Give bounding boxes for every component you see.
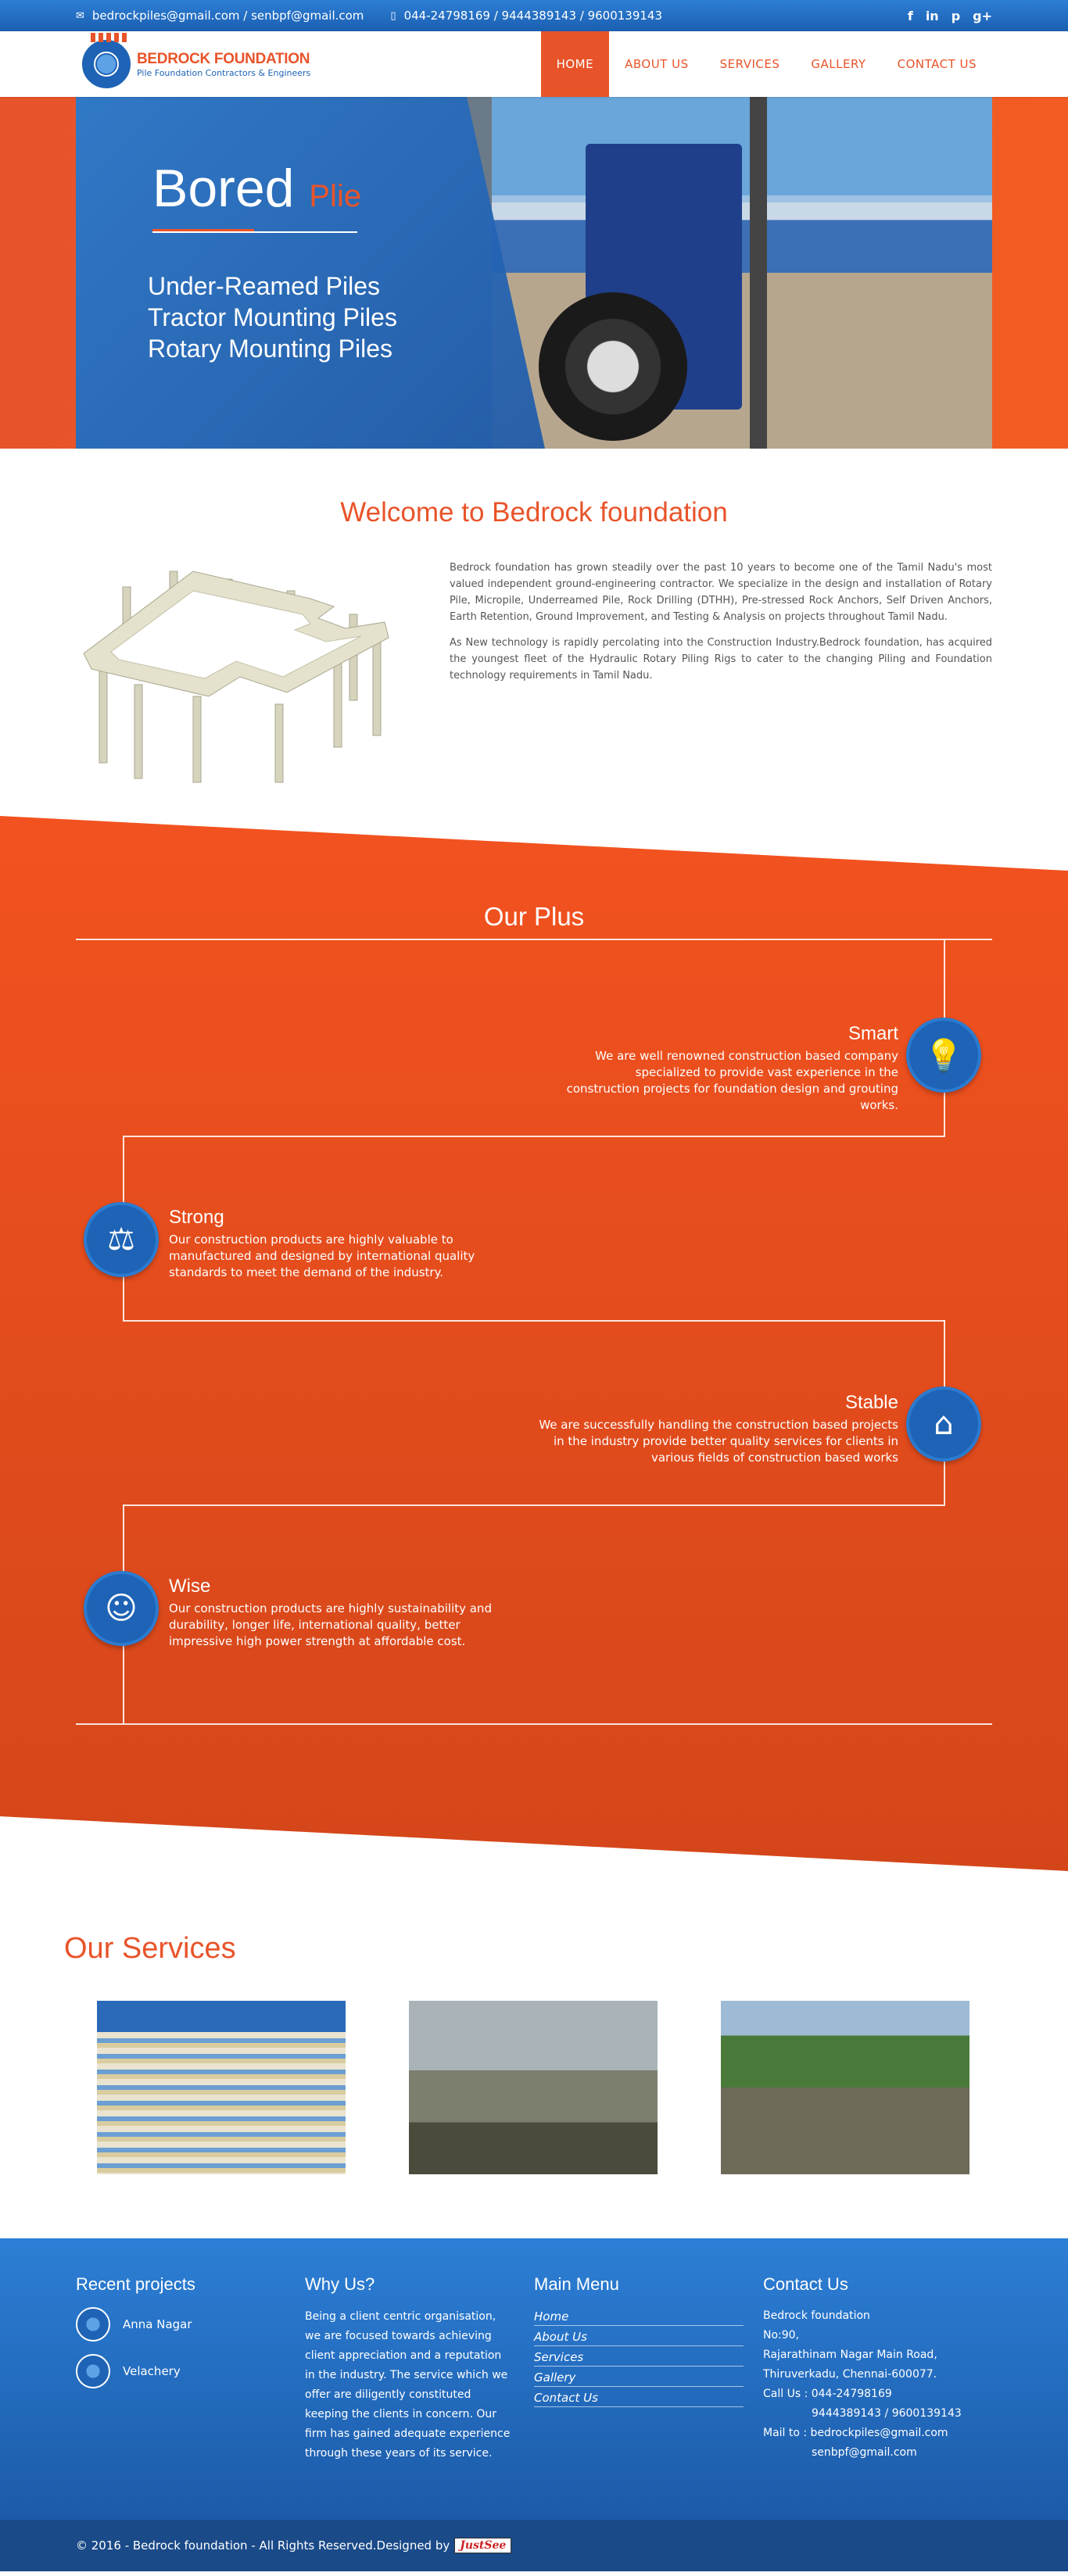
contact-phone: 9444389143 / 9600139143: [812, 2407, 962, 2420]
recent-project-label: Anna Nagar: [123, 2317, 192, 2331]
feature-stable: Stable We are successfully handling the …: [531, 1392, 898, 1466]
welcome-text: Bedrock foundation has grown steadily ov…: [450, 560, 992, 794]
topbar-email[interactable]: ✉ bedrockpiles@gmail.com / senbpf@gmail.…: [76, 9, 364, 23]
envelope-icon: ✉: [76, 9, 84, 22]
main-nav: HOME ABOUT US SERVICES GALLERY CONTACT U…: [540, 31, 992, 97]
feature-title: Strong: [169, 1207, 224, 1228]
site-footer: Recent projects Anna Nagar Velachery Why…: [0, 2238, 1068, 2520]
hero-rig-photo: [492, 97, 992, 449]
contact-email[interactable]: Mail to : bedrockpiles@gmail.com: [763, 2427, 948, 2439]
hero-underline: [152, 229, 357, 233]
topbar-phone-text: 044-24798169 / 9444389143 / 9600139143: [403, 9, 663, 23]
hero-line: Rotary Mounting Piles: [148, 335, 393, 363]
why-us: Why Us? Being a client centric organisat…: [305, 2274, 534, 2463]
services-title: Our Services: [64, 1932, 236, 1965]
footer-link-contact-us[interactable]: Contact Us: [534, 2388, 744, 2407]
hero-title: Bored Plie: [152, 159, 362, 218]
topbar-phone: ▯ 044-24798169 / 9444389143 / 9600139143: [390, 9, 662, 23]
service-image-rotary-rig[interactable]: [721, 2001, 969, 2174]
copyright-bar: © 2016 - Bedrock foundation - All Rights…: [0, 2520, 1068, 2571]
recent-project-item[interactable]: Anna Nagar: [76, 2307, 305, 2342]
feature-strong: Strong Our construction products are hig…: [169, 1207, 482, 1281]
service-image-tripod-rigs[interactable]: [409, 2001, 658, 2174]
nav-about-us[interactable]: ABOUT US: [625, 57, 689, 71]
welcome-title: Welcome to Bedrock foundation: [340, 497, 728, 528]
contact-email[interactable]: senbpf@gmail.com: [812, 2446, 917, 2459]
contact-address: No:90,: [763, 2329, 800, 2342]
contact-phone: Call Us : 044-24798169: [763, 2388, 892, 2400]
feature-smart: Smart We are well renowned construction …: [562, 1023, 898, 1114]
feature-text: Our construction products are highly sus…: [169, 1601, 492, 1648]
feature-text: We are well renowned construction based …: [566, 1049, 898, 1112]
foundation-model-image: [76, 560, 404, 794]
our-plus-section: Our Plus 💡 Smart We are well renowned co…: [0, 816, 1068, 1871]
contact-name: Bedrock foundation: [763, 2309, 870, 2322]
site-header: BEDROCK FOUNDATION Pile Foundation Contr…: [0, 31, 1068, 97]
feature-title: Stable: [844, 1392, 898, 1413]
logo-name: BEDROCK FOUNDATION: [137, 50, 310, 67]
footer-contact: Contact Us Bedrock foundation No:90, Raj…: [763, 2274, 992, 2463]
our-plus-title: Our Plus: [483, 902, 585, 931]
project-logo-icon: [76, 2354, 110, 2388]
nav-gallery[interactable]: GALLERY: [811, 57, 866, 71]
hero-line: Under-Reamed Piles: [148, 272, 381, 300]
feature-text: We are successfully handling the constru…: [539, 1418, 898, 1465]
hero-line: Tractor Mounting Piles: [148, 303, 397, 331]
hero-slide: Bored Plie Under-Reamed Piles Tractor Mo…: [76, 97, 992, 449]
why-us-text: Being a client centric organisation, we …: [305, 2310, 511, 2460]
head-idea-icon: ☺: [84, 1571, 159, 1646]
welcome-section: Welcome to Bedrock foundation: [0, 449, 1068, 816]
nav-services[interactable]: SERVICES: [719, 57, 780, 71]
hero-banner: Bored Plie Under-Reamed Piles Tractor Mo…: [0, 97, 1068, 449]
weight-icon: ⚖: [84, 1202, 159, 1277]
feature-text: Our construction products are highly val…: [169, 1233, 475, 1279]
hero-lines: Under-Reamed Piles Tractor Mounting Pile…: [148, 270, 397, 364]
service-image-sandbags[interactable]: [97, 2001, 346, 2174]
main-menu-title: Main Menu: [534, 2274, 619, 2294]
pinterest-icon[interactable]: p: [951, 8, 961, 23]
logo-wheel-icon: [82, 33, 131, 88]
topbar-email-text: bedrockpiles@gmail.com / senbpf@gmail.co…: [91, 9, 364, 23]
welcome-paragraph: Bedrock foundation has grown steadily ov…: [450, 562, 992, 623]
house-icon: ⌂: [906, 1386, 981, 1462]
footer-menu: Main Menu Home About Us Services Gallery…: [534, 2274, 763, 2463]
logo[interactable]: BEDROCK FOUNDATION Pile Foundation Contr…: [82, 33, 311, 88]
facebook-icon[interactable]: f: [907, 8, 913, 23]
footer-link-services[interactable]: Services: [534, 2348, 744, 2367]
logo-tagline: Pile Foundation Contractors & Engineers: [137, 67, 311, 78]
hero-blue-overlay: [76, 97, 545, 449]
contact-address: Thiruverkadu, Chennai-600077.: [763, 2368, 937, 2381]
nav-contact-us[interactable]: CONTACT US: [897, 57, 977, 71]
linkedin-icon[interactable]: in: [925, 8, 939, 23]
footer-link-home[interactable]: Home: [534, 2307, 744, 2326]
welcome-paragraph: As New technology is rapidly percolating…: [450, 637, 992, 682]
social-links: f in p g+: [908, 9, 992, 23]
feature-title: Wise: [169, 1576, 211, 1597]
footer-link-gallery[interactable]: Gallery: [534, 2368, 744, 2387]
designer-logo[interactable]: JustSee: [454, 2538, 512, 2553]
recent-project-item[interactable]: Velachery: [76, 2354, 305, 2388]
contact-title: Contact Us: [763, 2274, 848, 2294]
feature-wise: Wise Our construction products are highl…: [169, 1576, 497, 1650]
footer-link-about-us[interactable]: About Us: [534, 2327, 744, 2346]
top-bar: ✉ bedrockpiles@gmail.com / senbpf@gmail.…: [0, 0, 1068, 31]
project-logo-icon: [76, 2307, 110, 2342]
why-us-title: Why Us?: [305, 2274, 375, 2294]
recent-project-label: Velachery: [123, 2364, 181, 2378]
recent-projects-title: Recent projects: [76, 2274, 195, 2294]
recent-projects: Recent projects Anna Nagar Velachery: [76, 2274, 305, 2463]
nav-home[interactable]: HOME: [540, 31, 610, 97]
hero-title-accent: Plie: [309, 179, 362, 213]
mobile-icon: ▯: [390, 9, 396, 22]
lightbulb-icon: 💡: [906, 1018, 981, 1093]
feature-title: Smart: [848, 1023, 898, 1044]
services-section: Our Services: [0, 1871, 1068, 2238]
google-plus-icon[interactable]: g+: [973, 8, 992, 23]
copyright-text: © 2016 - Bedrock foundation - All Rights…: [76, 2538, 450, 2553]
contact-address: Rajarathinam Nagar Main Road,: [763, 2349, 937, 2361]
